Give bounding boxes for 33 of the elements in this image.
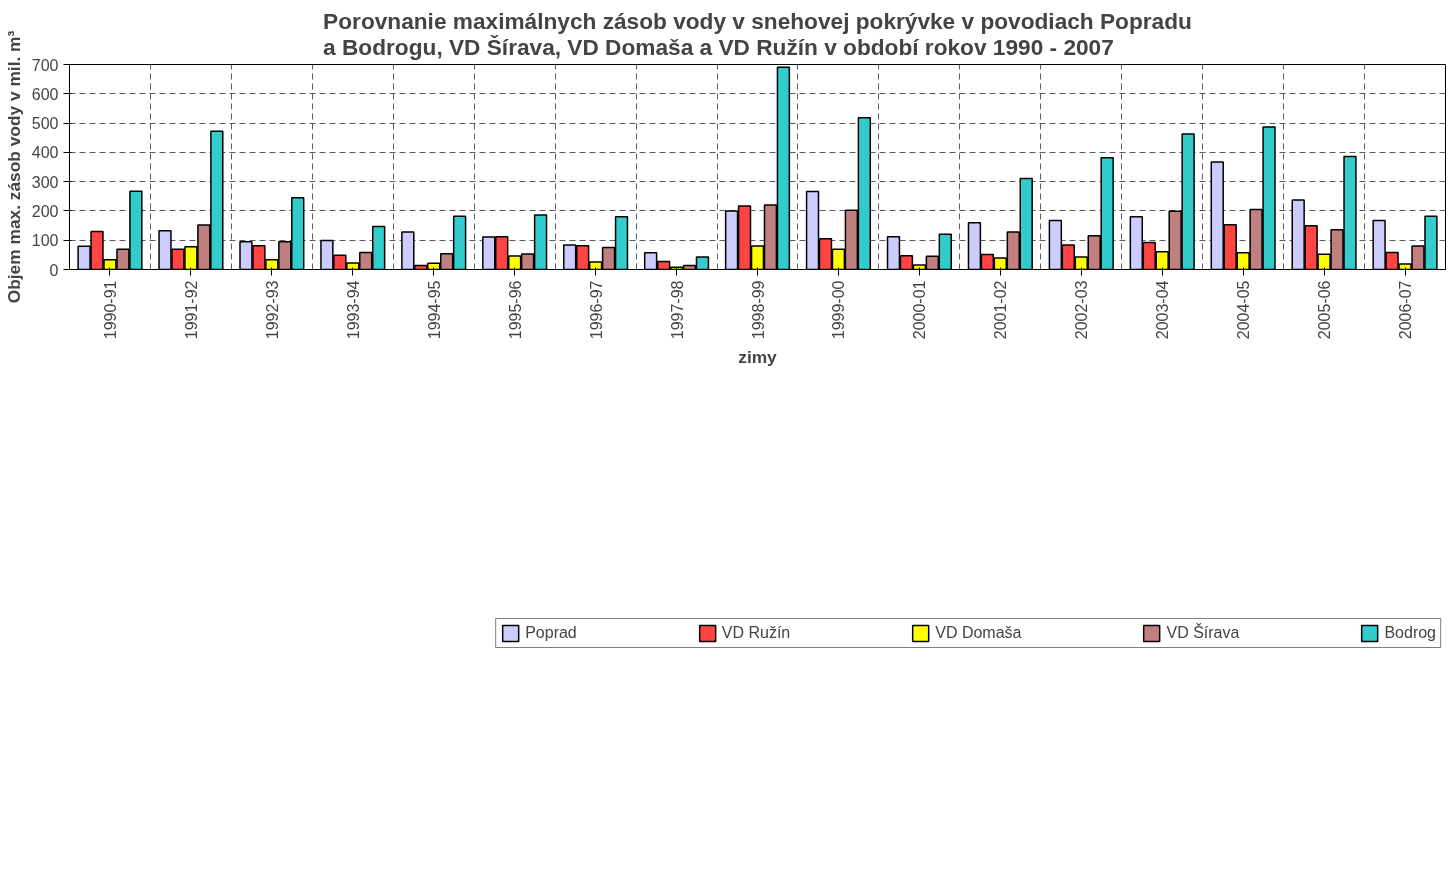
y-tick-label: 400 — [31, 144, 59, 162]
legend-label: Bodrog — [1384, 624, 1436, 642]
x-tick-label: 2004-05 — [1235, 280, 1253, 340]
x-tick-label: 1995-96 — [506, 280, 524, 340]
y-tick-label: 0 — [49, 261, 59, 279]
x-axis-title: zimy — [738, 347, 778, 368]
x-tick-label: 1993-94 — [344, 280, 362, 340]
x-tick-label: 2001-02 — [992, 280, 1010, 340]
legend-label: Poprad — [525, 624, 577, 642]
y-tick-label: 700 — [31, 56, 59, 74]
legend-label: VD Šírava — [1166, 624, 1240, 642]
y-tick-label: 500 — [31, 115, 59, 133]
x-tick-label: 2002-03 — [1073, 280, 1091, 340]
x-tick-label: 2005-06 — [1316, 280, 1334, 340]
y-tick-label: 300 — [31, 173, 59, 191]
legend-label: VD Ružín — [721, 624, 791, 642]
y-tick-label: 200 — [31, 202, 59, 220]
y-tick-label: 600 — [31, 85, 59, 103]
x-tick-label: 1991-92 — [182, 280, 200, 340]
x-tick-label: 2006-07 — [1397, 280, 1415, 340]
y-axis-title: Objem max. zásob vody v mil. m³ — [3, 30, 24, 304]
legend-label: VD Domaša — [935, 624, 1022, 642]
x-tick-label: 2003-04 — [1154, 280, 1172, 340]
x-tick-label: 1998-99 — [749, 280, 767, 340]
x-tick-label: 1990-91 — [101, 280, 119, 340]
x-tick-label: 1994-95 — [425, 280, 443, 340]
x-tick-label: 1996-97 — [587, 280, 605, 340]
x-tick-label: 1992-93 — [263, 280, 281, 340]
chart-title: Porovnanie maximálnych zásob vody v snehovej pokrývke v povodiach Popradu a Bodrogu, VD Šírava, VD Domaša a VD Ružín v období rokov 1990 - 2007 — [323, 7, 1192, 60]
x-tick-label: 2000-01 — [911, 280, 929, 340]
x-tick-label: 1999-00 — [830, 280, 848, 340]
x-tick-label: 1997-98 — [668, 280, 686, 340]
y-tick-label: 100 — [31, 232, 59, 250]
